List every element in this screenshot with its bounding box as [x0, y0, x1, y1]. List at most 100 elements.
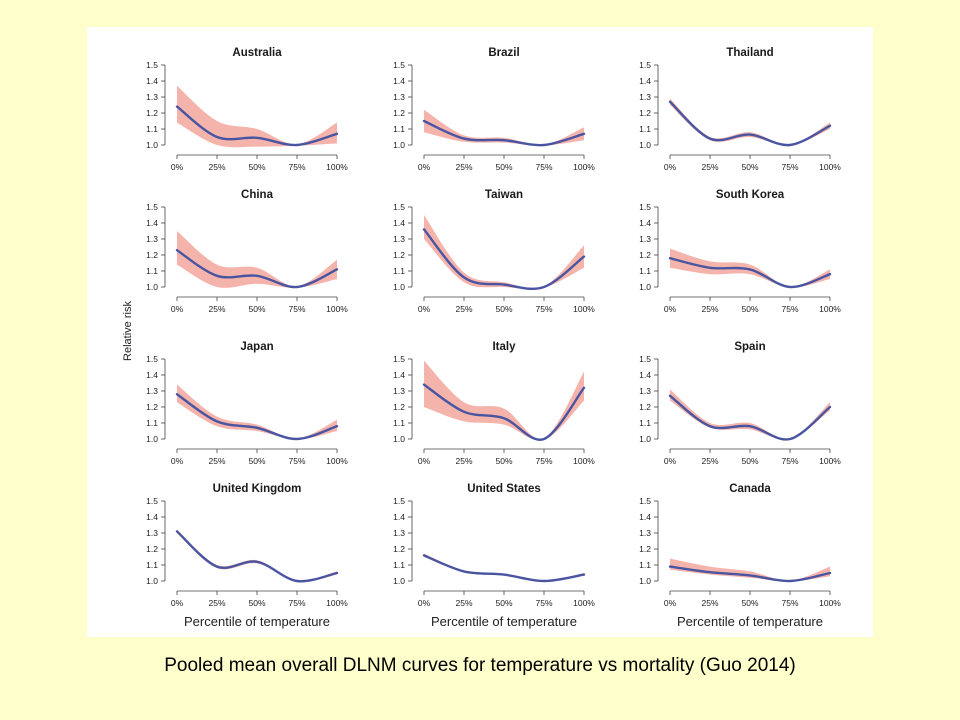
panel-south-korea-y-tick-label: 1.0	[639, 282, 651, 292]
panel-italy-title: Italy	[492, 341, 516, 353]
panel-australia-title: Australia	[232, 47, 282, 59]
panel-thailand-x-tick-label: 25%	[701, 162, 718, 172]
panel-united-kingdom-x-tick-label: 75%	[288, 598, 305, 608]
panel-brazil-y-tick-label: 1.2	[393, 108, 405, 118]
panel-italy-y-tick-label: 1.3	[393, 386, 405, 396]
panel-japan-y-tick-label: 1.1	[146, 418, 158, 428]
panel-spain-y-tick-label: 1.2	[639, 402, 651, 412]
panel-italy-x-tick-label: 100%	[573, 456, 595, 466]
panel-japan-y-tick-label: 1.4	[146, 370, 158, 380]
panel-china-y-tick-label: 1.5	[146, 202, 158, 212]
panel-japan-y-tick-label: 1.0	[146, 434, 158, 444]
panel-united-kingdom-x-tick-label: 50%	[248, 598, 265, 608]
panel-thailand-x-tick-label: 0%	[664, 162, 677, 172]
panel-thailand-confidence-band	[670, 98, 830, 146]
panel-thailand-x-tick-label: 75%	[781, 162, 798, 172]
panel-united-states-confidence-band	[424, 553, 584, 582]
panel-italy-x-tick-label: 50%	[495, 456, 512, 466]
panel-china-confidence-band	[177, 231, 337, 288]
panel-south-korea-y-tick-label: 1.2	[639, 250, 651, 260]
panel-spain-y-tick-label: 1.5	[639, 354, 651, 364]
panel-united-states-title: United States	[467, 483, 541, 495]
panel-australia-y-tick-label: 1.0	[146, 140, 158, 150]
panel-spain-x-tick-label: 25%	[701, 456, 718, 466]
panel-japan-y-tick-label: 1.5	[146, 354, 158, 364]
panel-italy-y-tick-label: 1.4	[393, 370, 405, 380]
panel-australia-x-tick-label: 100%	[326, 162, 348, 172]
panel-united-kingdom-x-tick-label: 25%	[208, 598, 225, 608]
panel-thailand-y-tick-label: 1.3	[639, 92, 651, 102]
panel-spain-y-tick-label: 1.3	[639, 386, 651, 396]
panel-united-states-y-tick-label: 1.0	[393, 576, 405, 586]
panel-australia: Australia 1.0 1.1 1.2 1.3 1.4 1.5 0% 25% 50% 75% 10…	[146, 47, 348, 172]
panel-australia-y-tick-label: 1.5	[146, 60, 158, 70]
panel-thailand-title: Thailand	[726, 47, 773, 59]
panel-united-kingdom-x-tick-label: 0%	[171, 598, 184, 608]
panel-spain-x-tick-label: 50%	[741, 456, 758, 466]
panel-thailand-x-tick-label: 50%	[741, 162, 758, 172]
figure-panel: Australia 1.0 1.1 1.2 1.3 1.4 1.5 0% 25% 50% 75% 10…	[87, 27, 873, 637]
panel-australia-x-tick-label: 25%	[208, 162, 225, 172]
panel-spain-x-tick-label: 75%	[781, 456, 798, 466]
panel-italy-y-tick-label: 1.0	[393, 434, 405, 444]
panel-taiwan-x-tick-label: 75%	[535, 304, 552, 314]
panel-brazil-confidence-band	[424, 109, 584, 146]
panel-united-kingdom-y-tick-label: 1.1	[146, 560, 158, 570]
panel-china-x-tick-label: 75%	[288, 304, 305, 314]
panel-canada-x-tick-label: 50%	[741, 598, 758, 608]
panel-italy-x-tick-label: 25%	[455, 456, 472, 466]
panel-south-korea-x-tick-label: 0%	[664, 304, 677, 314]
panel-italy-confidence-band	[424, 360, 584, 441]
panel-china-y-tick-label: 1.4	[146, 218, 158, 228]
panel-united-kingdom-y-tick-label: 1.5	[146, 496, 158, 506]
panel-thailand-y-tick-label: 1.5	[639, 60, 651, 70]
panel-taiwan-title: Taiwan	[485, 189, 523, 201]
panel-united-states-x-tick-label: 0%	[418, 598, 431, 608]
panel-united-kingdom-y-tick-label: 1.4	[146, 512, 158, 522]
panel-south-korea-mean-curve	[668, 257, 832, 289]
panel-canada-mean-curve	[668, 565, 832, 583]
panel-spain: Spain 1.0 1.1 1.2 1.3 1.4 1.5 0% 25% 50% 75% 100%	[639, 341, 841, 466]
panel-brazil-y-tick-label: 1.4	[393, 76, 405, 86]
panel-united-states-x-tick-label: 100%	[573, 598, 595, 608]
panel-taiwan: Taiwan 1.0 1.1 1.2 1.3 1.4 1.5 0% 25% 50% 75% 100%	[393, 189, 595, 314]
panel-thailand-x-tick-label: 100%	[819, 162, 841, 172]
panel-australia-mean-curve	[175, 105, 339, 147]
panel-brazil-y-tick-label: 1.0	[393, 140, 405, 150]
panel-brazil-x-tick-label: 50%	[495, 162, 512, 172]
x-axis-label: Percentile of temperature	[184, 614, 330, 629]
panel-canada: Canada 1.0 1.1 1.2 1.3 1.4 1.5 0% 25% 50% 75% 100%	[639, 483, 841, 608]
panel-united-states: United States 1.0 1.1 1.2 1.3 1.4 1.5 0% 25% 50% 7…	[393, 483, 595, 608]
panel-south-korea: South Korea 1.0 1.1 1.2 1.3 1.4 1.5 0% 25% 50% 75%…	[639, 189, 841, 314]
panel-japan-y-tick-label: 1.3	[146, 386, 158, 396]
panel-canada-y-tick-label: 1.3	[639, 528, 651, 538]
panel-south-korea-confidence-band	[670, 248, 830, 288]
panel-italy-mean-curve	[422, 383, 586, 441]
panel-canada-y-tick-label: 1.0	[639, 576, 651, 586]
panel-spain-mean-curve	[668, 394, 832, 441]
panel-italy-y-tick-label: 1.2	[393, 402, 405, 412]
panel-thailand: Thailand 1.0 1.1 1.2 1.3 1.4 1.5 0% 25% 50% 75% 100…	[639, 47, 841, 172]
panel-brazil-x-tick-label: 0%	[418, 162, 431, 172]
small-multiples-chart: Australia 1.0 1.1 1.2 1.3 1.4 1.5 0% 25% 50% 75% 10…	[122, 47, 841, 629]
panel-australia-confidence-band	[177, 85, 337, 148]
panel-taiwan-y-tick-label: 1.3	[393, 234, 405, 244]
y-axis-label: Relative risk	[122, 301, 134, 361]
x-axis-label: Percentile of temperature	[677, 614, 823, 629]
panel-taiwan-x-tick-label: 0%	[418, 304, 431, 314]
panel-japan-x-tick-label: 0%	[171, 456, 184, 466]
panel-brazil: Brazil 1.0 1.1 1.2 1.3 1.4 1.5 0% 25% 50% 75% 100%	[393, 47, 595, 172]
panel-brazil-y-tick-label: 1.5	[393, 60, 405, 70]
panel-china-y-tick-label: 1.1	[146, 266, 158, 276]
panel-brazil-title: Brazil	[488, 47, 519, 59]
panel-china-mean-curve	[175, 249, 339, 289]
panel-china-x-tick-label: 25%	[208, 304, 225, 314]
panel-united-kingdom: United Kingdom 1.0 1.1 1.2 1.3 1.4 1.5 0% 25% 50%…	[146, 483, 348, 608]
panel-united-kingdom-title: United Kingdom	[213, 483, 302, 495]
panel-china-x-tick-label: 0%	[171, 304, 184, 314]
panel-brazil-y-tick-label: 1.1	[393, 124, 405, 134]
panel-taiwan-y-tick-label: 1.2	[393, 250, 405, 260]
panel-united-states-y-tick-label: 1.5	[393, 496, 405, 506]
panel-brazil-y-tick-label: 1.3	[393, 92, 405, 102]
panel-australia-y-tick-label: 1.4	[146, 76, 158, 86]
